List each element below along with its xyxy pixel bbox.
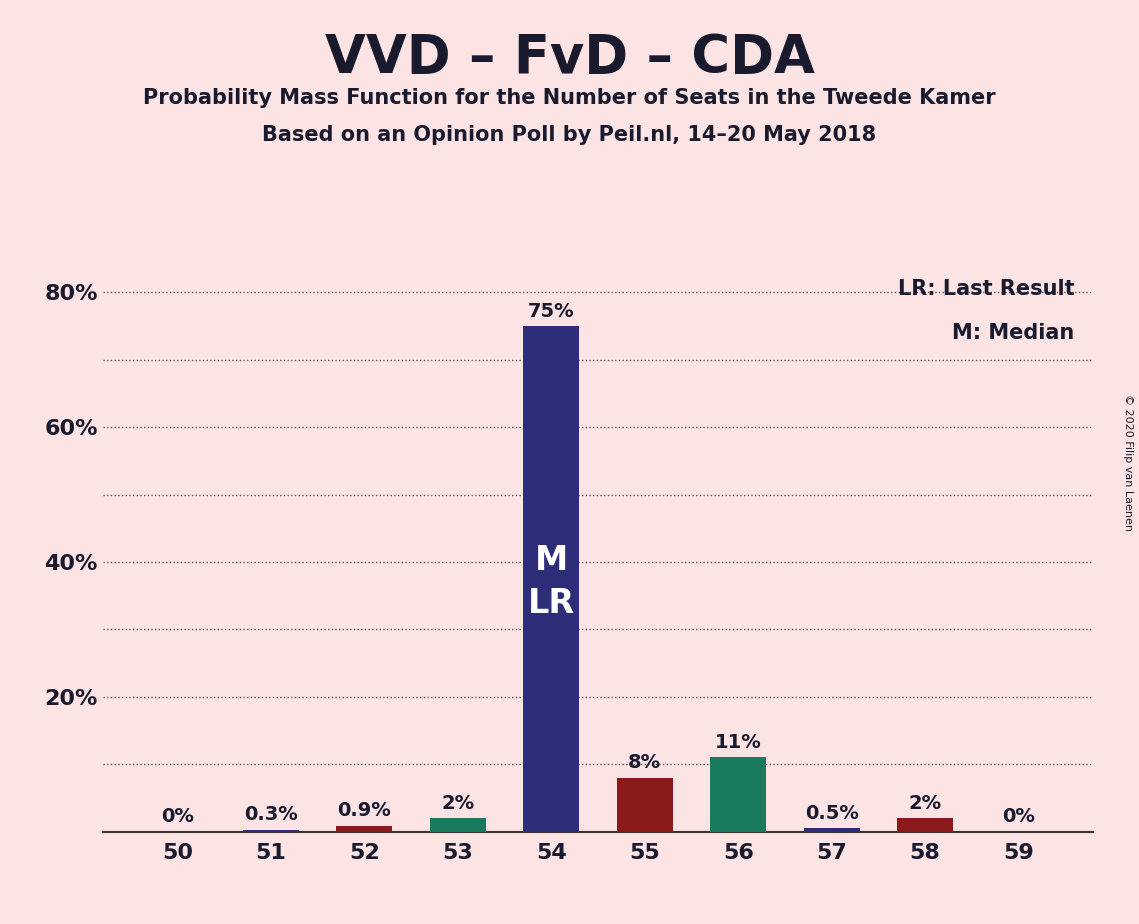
Text: Based on an Opinion Poll by Peil.nl, 14–20 May 2018: Based on an Opinion Poll by Peil.nl, 14–… [262, 125, 877, 145]
Text: M: Median: M: Median [952, 322, 1075, 343]
Text: 75%: 75% [527, 302, 574, 321]
Text: VVD – FvD – CDA: VVD – FvD – CDA [325, 32, 814, 84]
Bar [243, 830, 298, 832]
Text: M
LR: M LR [527, 544, 575, 620]
Bar [710, 758, 767, 832]
Bar [804, 828, 860, 832]
Text: 2%: 2% [441, 794, 474, 813]
Text: © 2020 Filip van Laenen: © 2020 Filip van Laenen [1123, 394, 1133, 530]
Bar [616, 778, 673, 832]
Text: 11%: 11% [715, 733, 762, 752]
Bar [336, 825, 392, 832]
Text: 2%: 2% [909, 794, 942, 813]
Text: 0.3%: 0.3% [244, 805, 297, 824]
Bar [429, 818, 486, 832]
Bar [523, 326, 580, 832]
Text: 0%: 0% [161, 808, 194, 826]
Text: 0.9%: 0.9% [337, 801, 391, 821]
Text: 8%: 8% [628, 753, 662, 772]
Text: LR: Last Result: LR: Last Result [899, 279, 1075, 299]
Text: 0%: 0% [1002, 808, 1035, 826]
Text: 0.5%: 0.5% [805, 804, 859, 823]
Bar [898, 818, 953, 832]
Text: Probability Mass Function for the Number of Seats in the Tweede Kamer: Probability Mass Function for the Number… [144, 88, 995, 108]
